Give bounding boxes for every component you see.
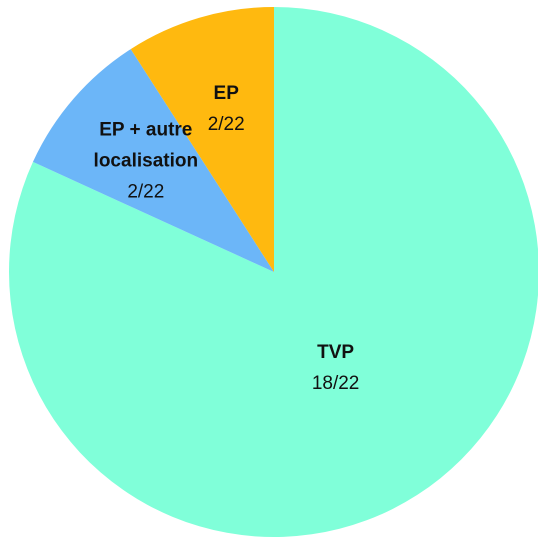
pie-slice	[9, 7, 538, 537]
value-label: 2/22	[127, 181, 165, 203]
category-label: EP	[213, 83, 239, 105]
pie-slice	[32, 49, 274, 273]
pie-slice	[130, 7, 274, 272]
slice-label: TVP 18/22	[312, 337, 360, 399]
value-label: 2/22	[207, 114, 245, 136]
category-label: TVP	[317, 341, 355, 363]
slice-label: EP + autre localisation 2/22	[81, 114, 211, 207]
slice-label: EP 2/22	[161, 78, 291, 140]
value-label: 18/22	[311, 372, 360, 394]
category-label: EP + autre localisation	[93, 119, 199, 172]
